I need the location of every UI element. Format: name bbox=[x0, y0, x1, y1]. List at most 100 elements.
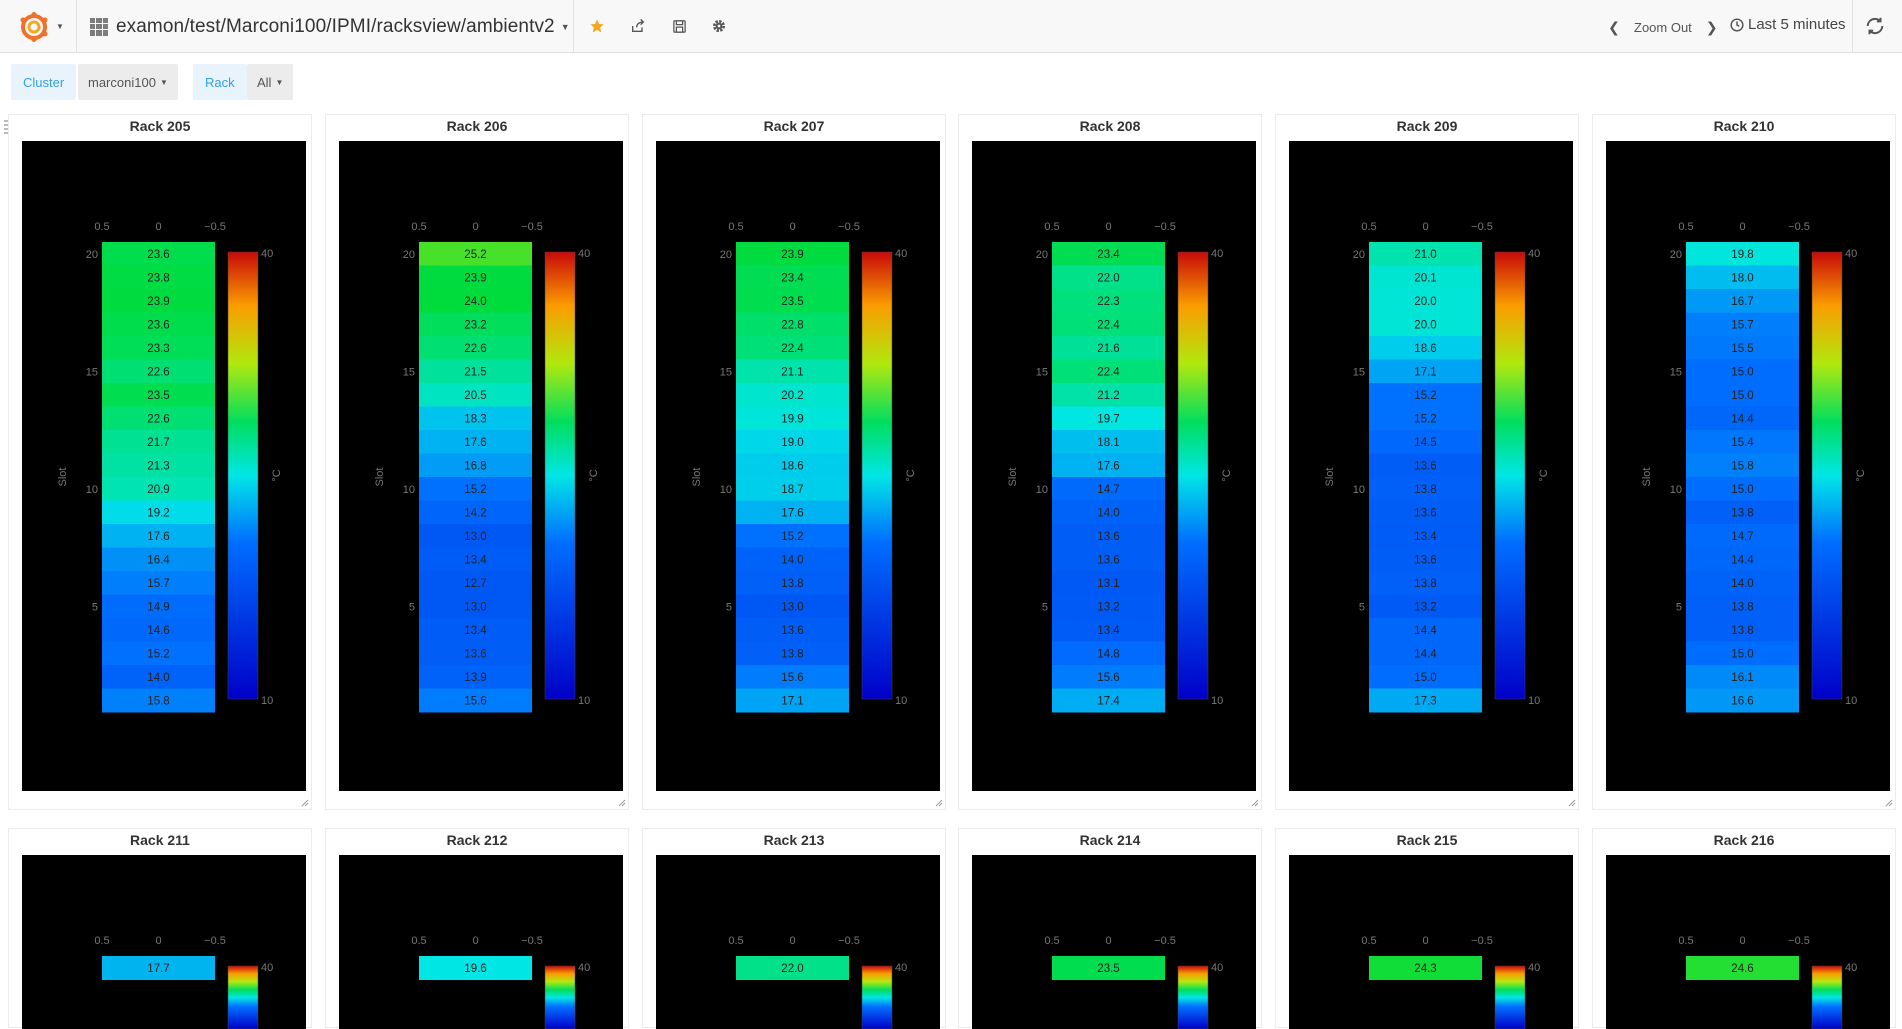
heatmap-cell[interactable] bbox=[1052, 242, 1165, 266]
time-range-picker[interactable]: Last 5 minutes bbox=[1730, 16, 1846, 33]
zoom-out-button[interactable]: Zoom Out bbox=[1634, 19, 1692, 35]
heatmap-cell[interactable] bbox=[1686, 336, 1799, 360]
heatmap-cell[interactable] bbox=[1369, 594, 1482, 619]
heatmap-cell[interactable] bbox=[1052, 618, 1165, 642]
heatmap-cell[interactable] bbox=[1369, 641, 1482, 666]
heatmap-cell[interactable] bbox=[102, 594, 215, 619]
save-dashboard-button[interactable] bbox=[667, 14, 691, 38]
heatmap-cell[interactable] bbox=[102, 289, 215, 313]
heatmap-cell[interactable] bbox=[1052, 594, 1165, 619]
heatmap-cell[interactable] bbox=[1052, 359, 1165, 384]
heatmap-cell[interactable] bbox=[736, 312, 849, 337]
heatmap-cell[interactable] bbox=[1052, 265, 1165, 290]
heatmap-cell[interactable] bbox=[1686, 641, 1799, 666]
heatmap-cell[interactable] bbox=[419, 406, 532, 431]
heatmap-cell[interactable] bbox=[1369, 665, 1482, 689]
heatmap-cell[interactable] bbox=[1686, 500, 1799, 525]
heatmap-cell[interactable] bbox=[419, 641, 532, 666]
cluster-variable-select[interactable]: marconi100 ▼ bbox=[78, 64, 178, 100]
heatmap-cell[interactable] bbox=[736, 383, 849, 407]
heatmap-cell[interactable] bbox=[1686, 312, 1799, 337]
heatmap-cell[interactable] bbox=[1686, 453, 1799, 478]
heatmap-cell[interactable] bbox=[1686, 430, 1799, 454]
panel-title[interactable]: Rack 206 bbox=[446, 118, 508, 134]
heatmap-cell[interactable] bbox=[102, 453, 215, 478]
panel-title[interactable]: Rack 213 bbox=[763, 832, 825, 848]
heatmap-cell[interactable] bbox=[419, 312, 532, 337]
heatmap-cell[interactable] bbox=[1369, 336, 1482, 360]
heatmap-cell[interactable] bbox=[419, 242, 532, 266]
heatmap-cell[interactable] bbox=[1052, 571, 1165, 595]
share-dashboard-button[interactable] bbox=[626, 14, 650, 38]
heatmap-cell[interactable] bbox=[102, 477, 215, 501]
heatmap-cell[interactable] bbox=[736, 289, 849, 313]
heatmap-cell[interactable] bbox=[419, 430, 532, 454]
heatmap-cell[interactable] bbox=[1686, 359, 1799, 384]
heatmap-cell[interactable] bbox=[736, 618, 849, 642]
panel-title[interactable]: Rack 208 bbox=[1079, 118, 1141, 134]
heatmap-cell[interactable] bbox=[102, 547, 215, 572]
heatmap-cell[interactable] bbox=[1369, 688, 1482, 713]
heatmap-cell[interactable] bbox=[102, 359, 215, 384]
rack-variable-select[interactable]: All ▼ bbox=[247, 64, 294, 100]
heatmap-cell[interactable] bbox=[736, 265, 849, 290]
heatmap-cell[interactable] bbox=[1052, 312, 1165, 337]
panel-title[interactable]: Rack 211 bbox=[130, 832, 190, 848]
row-drag-handle[interactable] bbox=[4, 120, 8, 134]
heatmap-cell[interactable] bbox=[1369, 289, 1482, 313]
heatmap-cell[interactable] bbox=[1686, 406, 1799, 431]
heatmap-cell[interactable] bbox=[1052, 500, 1165, 525]
heatmap-cell[interactable] bbox=[736, 665, 849, 689]
heatmap-cell[interactable] bbox=[1369, 453, 1482, 478]
heatmap-cell[interactable] bbox=[102, 618, 215, 642]
heatmap-cell[interactable] bbox=[102, 430, 215, 454]
panel-resize-handle[interactable] bbox=[301, 799, 309, 807]
heatmap-cell[interactable] bbox=[1052, 547, 1165, 572]
heatmap-cell[interactable] bbox=[102, 383, 215, 407]
dashboard-settings-button[interactable] bbox=[707, 14, 731, 38]
heatmap-cell[interactable] bbox=[1369, 524, 1482, 548]
heatmap-cell[interactable] bbox=[736, 477, 849, 501]
heatmap-cell[interactable] bbox=[419, 547, 532, 572]
heatmap-cell[interactable] bbox=[102, 500, 215, 525]
heatmap-cell[interactable] bbox=[102, 312, 215, 337]
heatmap-cell[interactable] bbox=[1052, 406, 1165, 431]
heatmap-cell[interactable] bbox=[1686, 665, 1799, 689]
heatmap-cell[interactable] bbox=[1369, 312, 1482, 337]
heatmap-cell[interactable] bbox=[419, 477, 532, 501]
heatmap-cell[interactable] bbox=[419, 594, 532, 619]
heatmap-cell[interactable] bbox=[1686, 383, 1799, 407]
heatmap-cell[interactable] bbox=[1052, 688, 1165, 713]
panel-title[interactable]: Rack 214 bbox=[1079, 832, 1141, 848]
heatmap-cell[interactable] bbox=[736, 430, 849, 454]
heatmap-cell[interactable] bbox=[419, 336, 532, 360]
heatmap-cell[interactable] bbox=[736, 641, 849, 666]
panel-resize-handle[interactable] bbox=[935, 799, 943, 807]
heatmap-cell[interactable] bbox=[1369, 359, 1482, 384]
panel-resize-handle[interactable] bbox=[1885, 799, 1893, 807]
heatmap-cell[interactable] bbox=[1686, 618, 1799, 642]
panel-title[interactable]: Rack 216 bbox=[1713, 832, 1775, 848]
panel-title[interactable]: Rack 210 bbox=[1713, 118, 1775, 134]
heatmap-cell[interactable] bbox=[1686, 265, 1799, 290]
heatmap-cell[interactable] bbox=[736, 594, 849, 619]
dashboard-picker[interactable]: examon/test/Marconi100/IPMI/racksview/am… bbox=[90, 0, 570, 53]
heatmap-cell[interactable] bbox=[419, 500, 532, 525]
heatmap-cell[interactable] bbox=[1369, 500, 1482, 525]
heatmap-cell[interactable] bbox=[1052, 383, 1165, 407]
heatmap-cell[interactable] bbox=[1052, 524, 1165, 548]
heatmap-cell[interactable] bbox=[102, 242, 215, 266]
refresh-button[interactable] bbox=[1864, 15, 1888, 39]
heatmap-cell[interactable] bbox=[736, 524, 849, 548]
heatmap-cell[interactable] bbox=[1686, 688, 1799, 713]
heatmap-cell[interactable] bbox=[736, 359, 849, 384]
heatmap-cell[interactable] bbox=[1369, 571, 1482, 595]
heatmap-cell[interactable] bbox=[1052, 430, 1165, 454]
panel-title[interactable]: Rack 209 bbox=[1396, 118, 1458, 134]
heatmap-cell[interactable] bbox=[102, 688, 215, 713]
heatmap-cell[interactable] bbox=[1052, 289, 1165, 313]
time-shift-back-button[interactable]: ❮ bbox=[1608, 18, 1620, 35]
heatmap-cell[interactable] bbox=[102, 524, 215, 548]
heatmap-cell[interactable] bbox=[419, 359, 532, 384]
heatmap-cell[interactable] bbox=[1052, 477, 1165, 501]
